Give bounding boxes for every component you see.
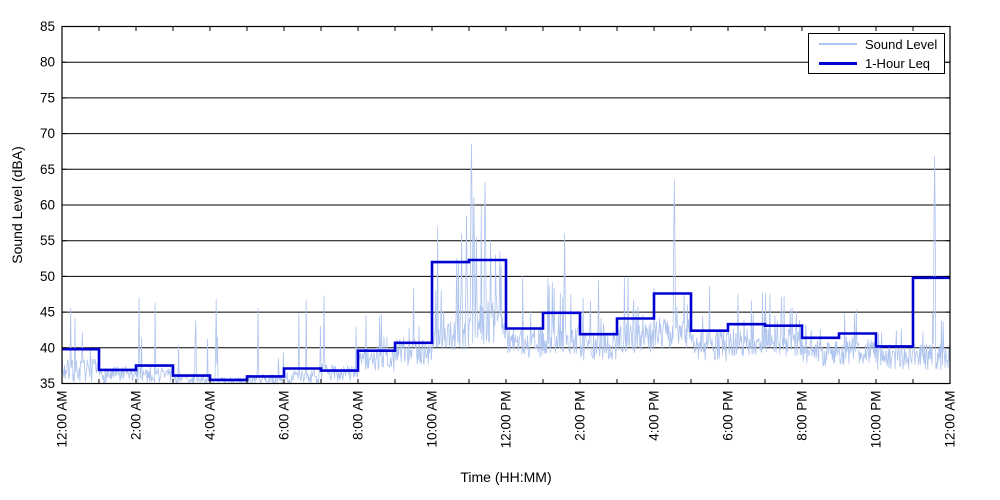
x-tick-label: 4:00 AM xyxy=(203,391,218,441)
y-tick-label: 45 xyxy=(40,305,55,320)
x-tick-label: 8:00 PM xyxy=(795,391,810,441)
y-tick-label: 75 xyxy=(40,90,55,105)
y-axis-title: Sound Level (dBA) xyxy=(9,146,25,264)
y-tick-label: 70 xyxy=(40,126,55,141)
y-tick-label: 60 xyxy=(40,198,55,213)
legend-entry-sound-level: Sound Level xyxy=(809,35,944,54)
y-tick-label: 50 xyxy=(40,269,55,284)
x-tick-label: 4:00 PM xyxy=(647,391,662,441)
x-tick-label: 6:00 AM xyxy=(277,391,292,441)
x-tick-label: 12:00 AM xyxy=(55,391,70,448)
legend-entry-1-hour-leq: 1-Hour Leq xyxy=(809,54,944,73)
y-tick-label: 35 xyxy=(40,376,55,391)
y-tick-label: 85 xyxy=(40,19,55,34)
y-tick-label: 80 xyxy=(40,55,55,70)
legend-label-1-hour-leq: 1-Hour Leq xyxy=(865,55,931,71)
leq-line-swatch xyxy=(819,61,857,65)
y-tick-label: 40 xyxy=(40,340,55,355)
x-tick-label: 2:00 PM xyxy=(573,391,588,441)
x-tick-label: 2:00 AM xyxy=(129,391,144,441)
x-tick-label: 12:00 AM xyxy=(943,391,958,448)
x-tick-label: 12:00 PM xyxy=(499,391,514,449)
x-tick-label: 8:00 AM xyxy=(351,391,366,441)
y-tick-label: 65 xyxy=(40,162,55,177)
x-axis-title: Time (HH:MM) xyxy=(460,469,551,485)
x-tick-label: 10:00 PM xyxy=(869,391,884,449)
sound-level-line-swatch xyxy=(819,43,857,45)
x-tick-label: 10:00 AM xyxy=(425,391,440,448)
x-tick-label: 6:00 PM xyxy=(721,391,736,441)
y-tick-label: 55 xyxy=(40,233,55,248)
legend-label-sound-level: Sound Level xyxy=(865,36,938,52)
legend: Sound Level 1-Hour Leq xyxy=(808,33,945,74)
